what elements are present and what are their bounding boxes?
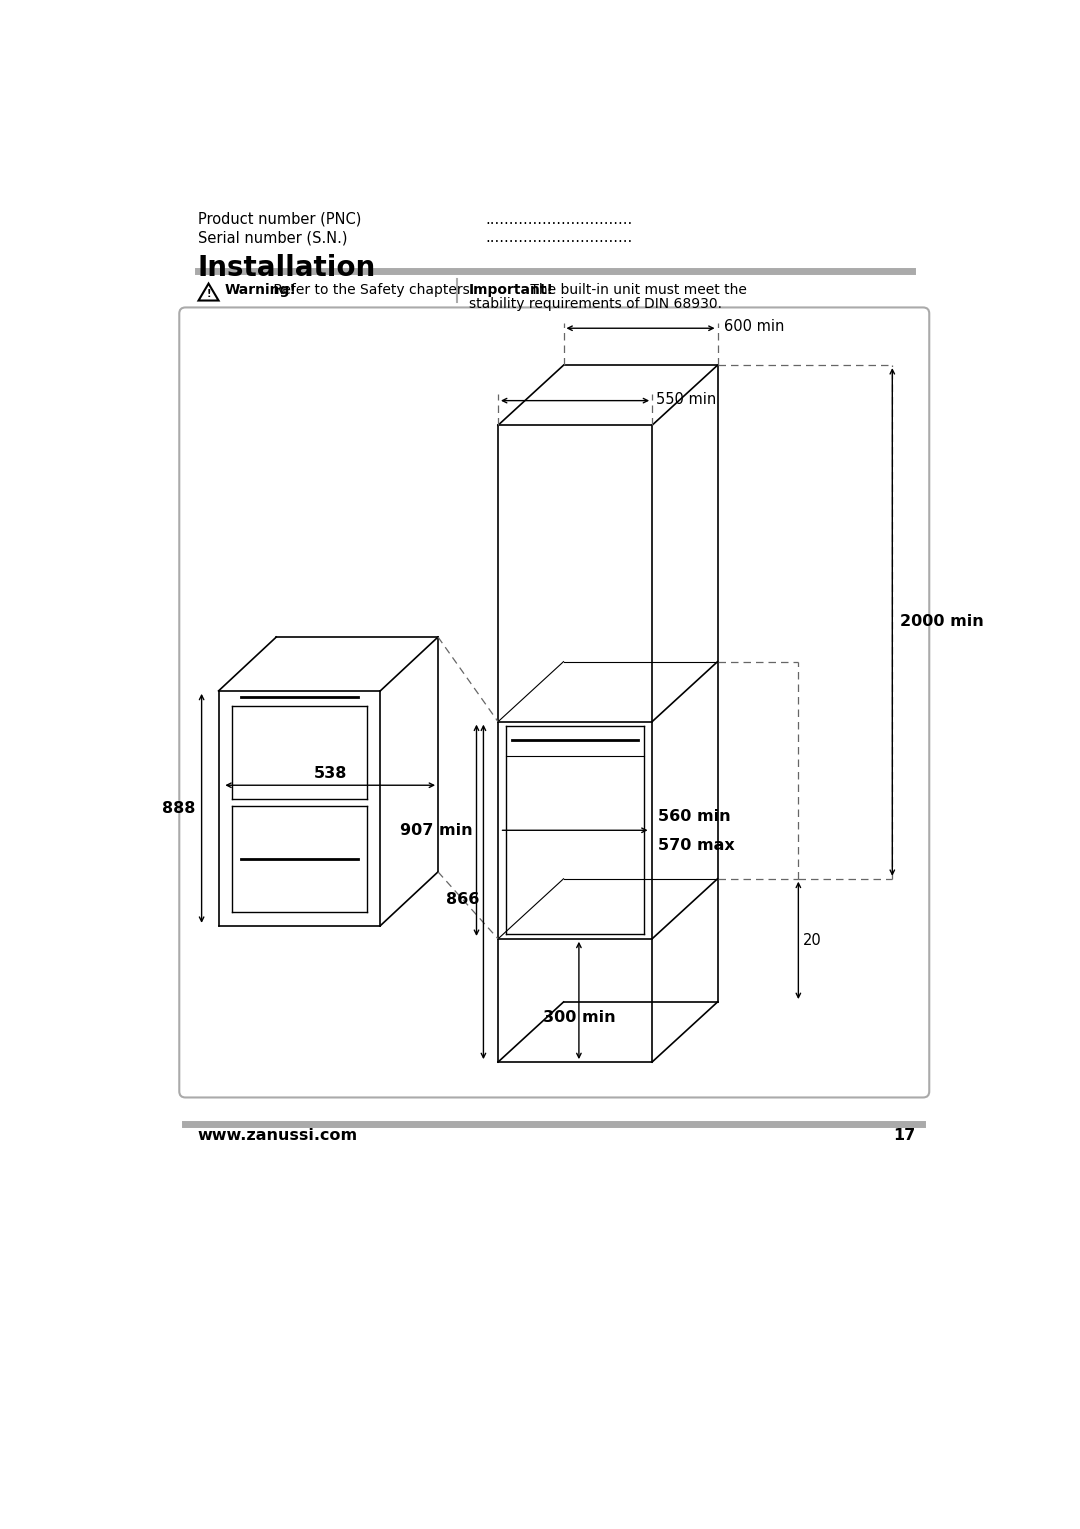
Text: ...............................: ............................... [486, 231, 633, 246]
Text: 570 max: 570 max [658, 838, 735, 853]
Text: Refer to the Safety chapters.: Refer to the Safety chapters. [269, 283, 474, 297]
Text: !: ! [206, 289, 211, 300]
Text: www.zanussi.com: www.zanussi.com [198, 1128, 357, 1144]
Text: The built-in unit must meet the: The built-in unit must meet the [526, 283, 746, 297]
Text: 17: 17 [893, 1128, 916, 1144]
Text: 538: 538 [313, 766, 347, 781]
Text: Serial number (S.N.): Serial number (S.N.) [198, 231, 348, 246]
Text: 20: 20 [804, 933, 822, 948]
FancyBboxPatch shape [179, 307, 929, 1098]
Text: 560 min: 560 min [658, 809, 731, 824]
Text: 550 min: 550 min [656, 391, 716, 407]
Text: Product number (PNC): Product number (PNC) [198, 213, 361, 226]
Text: Warning! Refer to the Safety chapters.: Warning! Refer to the Safety chapters. [225, 283, 492, 297]
Text: 888: 888 [162, 801, 195, 816]
Text: Warning!: Warning! [225, 283, 297, 297]
Text: Important!: Important! [469, 283, 554, 297]
Text: 300 min: 300 min [542, 1009, 616, 1024]
Text: 866: 866 [446, 891, 480, 907]
Text: 907 min: 907 min [400, 823, 473, 838]
Text: 600 min: 600 min [724, 320, 784, 335]
Text: 2000 min: 2000 min [900, 615, 984, 630]
Text: Installation: Installation [198, 254, 376, 281]
Text: ...............................: ............................... [486, 213, 633, 226]
Text: stability requirements of DIN 68930.: stability requirements of DIN 68930. [469, 297, 721, 310]
